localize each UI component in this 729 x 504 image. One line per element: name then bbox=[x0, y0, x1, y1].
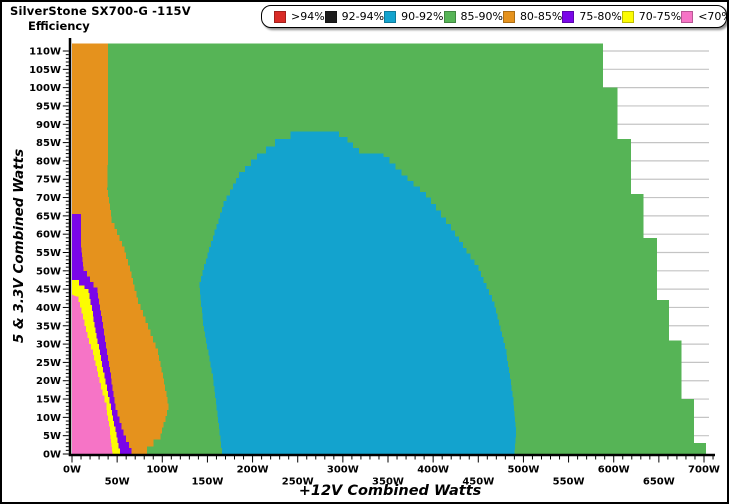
legend-swatch bbox=[384, 10, 397, 23]
y-tick-label: 105W bbox=[29, 65, 61, 76]
y-tick-label: 55W bbox=[36, 248, 61, 259]
y-tick-label: 80W bbox=[36, 156, 61, 167]
y-tick-label: 75W bbox=[36, 175, 61, 186]
y-tick-label: 35W bbox=[36, 321, 61, 332]
legend-swatch bbox=[621, 10, 634, 23]
x-tick-label: 650W bbox=[643, 477, 675, 488]
x-tick-label: 250W bbox=[282, 477, 314, 488]
chart-title: SilverStone SX700-G -115V bbox=[10, 4, 191, 18]
legend-swatch bbox=[443, 10, 456, 23]
y-tick-label: 10W bbox=[36, 413, 61, 424]
y-tick-label: 45W bbox=[36, 285, 61, 296]
x-tick-label: 500W bbox=[507, 465, 539, 476]
legend-label: 90-92% bbox=[401, 10, 444, 23]
x-axis-title: +12V Combined Watts bbox=[298, 483, 482, 499]
x-tick-label: 350W bbox=[372, 477, 404, 488]
legend-swatch bbox=[681, 10, 694, 23]
legend-item: 85-90% bbox=[443, 10, 503, 23]
legend-label: 75-80% bbox=[579, 10, 622, 23]
y-tick-label: 60W bbox=[36, 230, 61, 241]
y-tick-label: 15W bbox=[36, 395, 61, 406]
legend-label: 70-75% bbox=[638, 10, 682, 23]
legend-item: 70-75% bbox=[621, 10, 682, 23]
legend-label: 80-85% bbox=[519, 10, 563, 23]
y-tick-label: 20W bbox=[36, 376, 61, 387]
y-tick-label: 0W bbox=[43, 450, 61, 461]
legend-item: 90-92% bbox=[384, 10, 444, 23]
legend-swatch bbox=[562, 10, 575, 23]
chart-subtitle: Efficiency bbox=[28, 19, 90, 33]
legend-item: <70% bbox=[681, 10, 729, 23]
y-tick-label: 90W bbox=[36, 120, 61, 131]
y-tick-label: 85W bbox=[36, 138, 61, 149]
y-axis-title: 5 & 3.3V Combined Watts bbox=[11, 148, 27, 344]
x-tick-label: 200W bbox=[237, 465, 269, 476]
y-tick-label: 40W bbox=[36, 303, 61, 314]
y-tick-label: 65W bbox=[36, 211, 61, 222]
legend-item: 75-80% bbox=[562, 10, 622, 23]
legend-swatch bbox=[324, 10, 337, 23]
y-tick-label: 100W bbox=[29, 83, 61, 94]
y-tick-label: 25W bbox=[36, 358, 61, 369]
region-<70% bbox=[72, 294, 113, 454]
legend-item: >94% bbox=[274, 10, 325, 23]
y-tick-label: 50W bbox=[36, 266, 61, 277]
x-tick-label: 600W bbox=[598, 465, 630, 476]
legend-swatch bbox=[274, 10, 286, 23]
legend-label: <70% bbox=[698, 10, 729, 23]
legend-swatch bbox=[502, 10, 515, 23]
legend-label: >94% bbox=[291, 10, 325, 23]
x-tick-label: 0W bbox=[63, 465, 81, 476]
y-tick-label: 95W bbox=[36, 101, 61, 112]
title-block: SilverStone SX700-G -115V Efficiency bbox=[10, 4, 191, 33]
x-tick-label: 400W bbox=[417, 465, 449, 476]
legend-item: 92-94% bbox=[324, 10, 385, 23]
x-tick-label: 450W bbox=[462, 477, 494, 488]
y-tick-label: 70W bbox=[36, 193, 61, 204]
legend-item: 80-85% bbox=[502, 10, 563, 23]
x-tick-label: 50W bbox=[105, 477, 130, 488]
legend: >94% 92-94% 90-92% 85-90% 80-85% 75-80% 70-75%… bbox=[261, 5, 727, 28]
x-tick-label: 300W bbox=[327, 465, 359, 476]
legend-label: 85-90% bbox=[460, 10, 503, 23]
legend-label: 92-94% bbox=[341, 10, 385, 23]
region-90-92% bbox=[199, 131, 517, 454]
y-tick-label: 30W bbox=[36, 340, 61, 351]
x-tick-label: 150W bbox=[191, 477, 223, 488]
y-tick-label: 110W bbox=[29, 47, 61, 58]
x-tick-label: 700W bbox=[688, 465, 720, 476]
x-tick-label: 100W bbox=[146, 465, 178, 476]
y-tick-label: 5W bbox=[43, 431, 61, 442]
x-tick-label: 550W bbox=[553, 477, 585, 488]
